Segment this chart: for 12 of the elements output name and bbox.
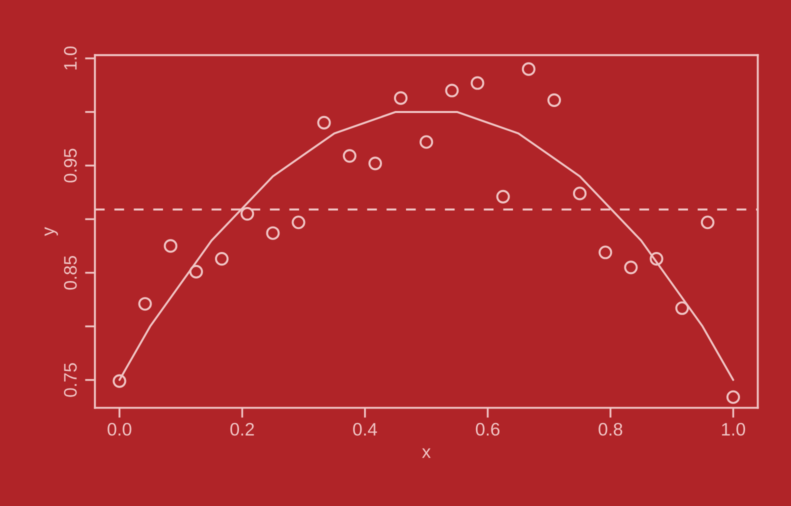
x-tick-label: 0.2	[230, 422, 254, 436]
x-tick-label: 0.4	[353, 422, 377, 436]
y-axis-title: y	[44, 227, 58, 236]
y-tick-label: 0.75	[64, 363, 77, 397]
y-tick-label: 0.95	[64, 148, 77, 182]
x-tick-label: 0.6	[476, 422, 500, 436]
y-tick-label: 0.85	[64, 256, 77, 290]
x-tick-label: 0.8	[598, 422, 622, 436]
x-tick-label: 0.0	[108, 422, 132, 436]
x-axis-title: x	[422, 448, 431, 458]
x-tick-label: 1.0	[722, 422, 746, 436]
y-tick-label: 1.0	[64, 46, 77, 70]
